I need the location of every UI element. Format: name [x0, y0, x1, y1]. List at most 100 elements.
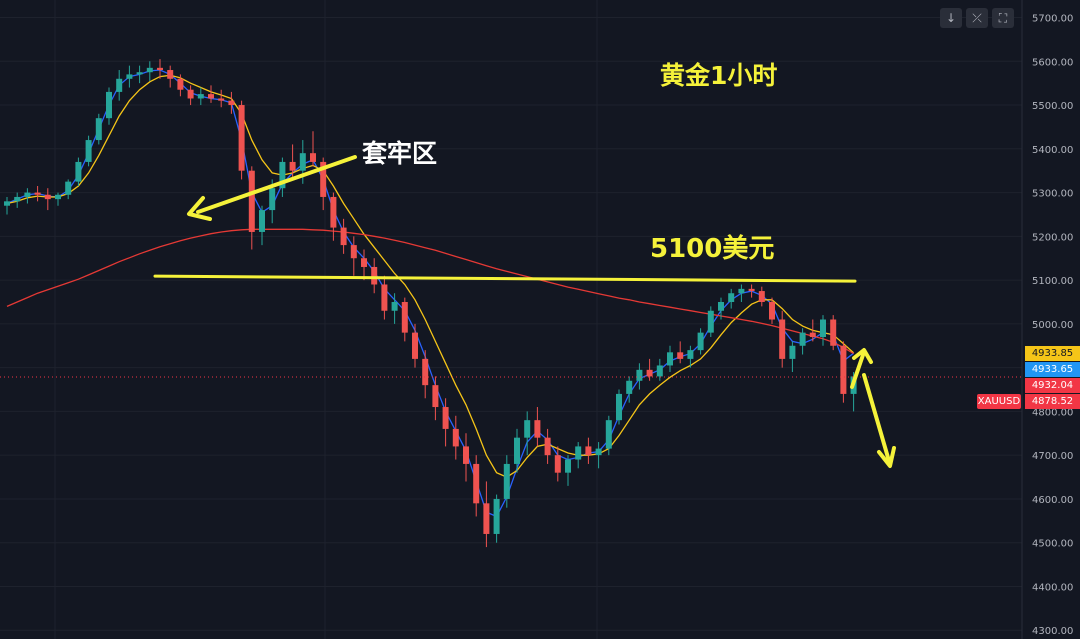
grid: [0, 0, 1022, 639]
candle-body: [55, 194, 61, 200]
candle-body: [595, 448, 602, 456]
candle-body: [401, 301, 408, 333]
y-tick-label: 5200.00: [1032, 232, 1073, 243]
candle-body: [554, 455, 561, 473]
candle: [718, 297, 724, 320]
candle-body: [514, 437, 520, 464]
candle-body: [34, 192, 41, 195]
candle: [65, 179, 72, 200]
candle-body: [697, 332, 704, 351]
fullscreen-button[interactable]: ⛶: [992, 8, 1014, 28]
candle: [24, 188, 31, 204]
candle: [116, 70, 123, 101]
candle-body: [565, 459, 571, 473]
y-tick-label: 5400.00: [1032, 145, 1073, 156]
candle-body: [524, 420, 531, 438]
down-arrow: [862, 373, 891, 463]
candle: [177, 74, 184, 97]
candle-body: [503, 463, 510, 499]
key-level-label: 5100美元: [650, 234, 775, 264]
candle-body: [14, 196, 21, 202]
price-axis[interactable]: 4300.00 4400.00 4500.00 4600.00 4700.00 4800.…: [1032, 14, 1073, 638]
y-tick-label: 5100.00: [1032, 276, 1073, 287]
candle-body: [75, 161, 82, 182]
candle: [136, 65, 143, 84]
candle: [238, 100, 245, 180]
candle: [626, 376, 633, 403]
candle: [616, 389, 622, 425]
y-tick-label: 5500.00: [1032, 101, 1073, 112]
candle: [534, 407, 541, 447]
candle: [595, 442, 602, 469]
candle-body: [146, 67, 153, 73]
candle: [442, 398, 449, 447]
scroll-down-button[interactable]: ↓: [940, 8, 962, 28]
price-tag-ma-yellow: 4933.85: [1025, 345, 1080, 361]
candle: [157, 59, 163, 79]
candle: [401, 297, 408, 342]
y-tick-label: 4800.00: [1032, 407, 1073, 418]
collapse-button[interactable]: ⤫: [966, 8, 988, 28]
candle-body: [167, 70, 174, 79]
candle-body: [299, 153, 306, 171]
candle: [565, 455, 571, 486]
trap-zone-arrow: [196, 155, 357, 214]
candle: [473, 455, 480, 517]
candle-body: [289, 161, 296, 171]
candle: [748, 284, 755, 298]
arrow-down-icon: ↓: [945, 11, 957, 25]
candle: [830, 315, 837, 351]
candle: [44, 188, 51, 211]
candle: [585, 437, 592, 464]
candle: [391, 293, 398, 324]
candle: [432, 376, 439, 421]
candle: [646, 358, 653, 381]
candle-body: [483, 503, 490, 534]
candle-body: [177, 78, 184, 90]
candle: [146, 61, 153, 81]
candle: [167, 65, 174, 88]
candle: [809, 319, 816, 342]
y-tick-label: 4700.00: [1032, 451, 1073, 462]
candle: [310, 131, 316, 167]
candle-body: [218, 98, 225, 101]
candle-body: [809, 332, 816, 338]
candle: [687, 345, 694, 368]
y-tick-label: 4300.00: [1032, 626, 1073, 637]
down-arrow-head: [877, 446, 896, 468]
candle-body: [779, 319, 786, 359]
candle: [197, 87, 204, 106]
y-tick-label: 5700.00: [1032, 14, 1073, 25]
candle-body: [371, 266, 378, 285]
y-tick-label: 4400.00: [1032, 582, 1073, 593]
candle-body: [361, 258, 367, 267]
candle: [371, 258, 378, 294]
candle: [187, 85, 194, 106]
candle-body: [677, 352, 684, 359]
symbol-tag: XAUUSD: [977, 393, 1021, 409]
candle: [95, 113, 102, 145]
up-arrow: [850, 350, 866, 389]
fullscreen-icon: ⛶: [998, 11, 1008, 25]
y-tick-label: 4500.00: [1032, 539, 1073, 550]
candle-body: [748, 288, 755, 292]
candle-body: [473, 463, 480, 504]
candle: [228, 91, 235, 114]
candle-body: [656, 365, 663, 377]
candle: [503, 455, 510, 508]
candle-body: [463, 446, 469, 464]
candle: [575, 442, 582, 469]
candle-body: [452, 428, 459, 447]
level-5100-line: [153, 274, 857, 283]
y-tick-label: 5300.00: [1032, 189, 1073, 200]
price-tag-last: 4878.52: [1025, 393, 1080, 409]
candle-body: [667, 352, 673, 366]
candle: [524, 411, 531, 456]
candle: [106, 87, 112, 125]
candle-body: [350, 245, 357, 259]
candle-body: [769, 301, 775, 320]
candle-body: [126, 74, 133, 79]
candle: [85, 135, 92, 167]
collapse-icon: ⤫: [972, 11, 982, 25]
